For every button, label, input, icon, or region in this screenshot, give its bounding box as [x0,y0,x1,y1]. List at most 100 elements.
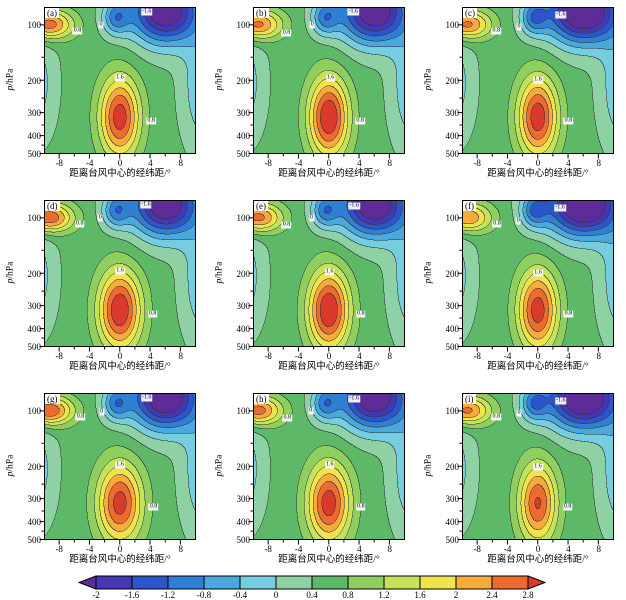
y-axis-label: p/hPa [6,436,17,496]
colorbar-segment [275,575,313,590]
colorbar-tick-label: -2 [92,590,100,600]
contour-label: 1.6 [115,74,125,82]
y-tick-label: 300 [445,108,460,119]
y-tick-label: 400 [445,324,460,335]
panel-a: (a) 100 200 300 400 500 -8 -4 0 4 8 p/hPa 距离台风中心的经纬距… [0,0,208,191]
colorbar-tick-label: 1.6 [414,590,426,600]
y-tick-label: 500 [445,149,460,159]
y-axis-label-unit: /hPa [423,261,434,279]
x-tick-label: 4 [148,158,153,168]
panel-h: (h) 100 200 300 400 500 -8 -4 0 4 8 p/hPa 距离台风中心的经纬距… [209,386,417,577]
y-axis-label-unit: /hPa [5,261,16,279]
contour-label: 0.8 [282,414,292,422]
contour-label: -1.6 [554,204,566,212]
contour-label: 0.8 [563,310,574,318]
panel-e: (e) 100 200 300 400 500 -8 -4 0 4 8 p/hPa 距离台风中心的经纬距… [209,193,417,384]
colorbar-tick-label: 1.2 [378,590,390,600]
x-axis-label: 距离台风中心的经纬距/° [69,169,171,179]
colorbar-tick-label: 2.4 [486,590,498,600]
y-tick-label: 100 [236,19,251,30]
x-tick-label: 0 [117,158,123,168]
x-tick-label: 4 [357,158,362,168]
y-tick-label: 100 [27,212,42,223]
panel-i: (i) 100 200 300 400 500 -8 -4 0 4 8 p/hPa 距离台风中心的经纬距… [418,386,626,577]
contour-label: 0 [98,21,104,29]
y-tick-label: 200 [27,75,42,86]
colorbar-segment [167,575,205,590]
colorbar-tick-label: -0.4 [232,590,248,600]
x-tick-label: 4 [148,544,153,554]
x-tick-label: 0 [117,351,123,361]
colorbar-tick-label: -1.6 [124,590,140,600]
panel-b: (b) 100 200 300 400 500 -8 -4 0 4 8 p/hPa 距离台风中心的经纬距… [209,0,417,191]
x-tick-label: -4 [503,158,512,168]
x-tick-label: -4 [85,544,94,554]
x-axis-label: 距离台风中心的经纬距/° [278,169,380,179]
panel-label: (e) [254,201,268,211]
contour-label: 1.6 [325,461,335,469]
y-axis-label-unit: /hPa [214,261,225,279]
panel-label: (i) [463,394,476,404]
y-tick-label: 400 [27,517,42,528]
contour-label: 0.8 [356,310,366,318]
y-tick-label: 300 [236,301,251,312]
y-tick-label: 400 [27,131,42,142]
contour-label: 1.6 [115,461,125,469]
colorbar-segment [455,575,493,590]
x-tick-label: 0 [117,544,123,554]
contour-label: 0.8 [491,413,501,421]
colorbar: -2 -1.6 -1.2 -0.8 -0.4 0 0.4 0.8 1.2 1.6 2 2.4 2.8 [0,573,626,600]
x-tick-label: 0 [326,351,332,361]
y-axis-label: p/hPa [6,50,17,110]
y-tick-label: 200 [445,461,460,472]
x-axis-label: 距离台风中心的经纬距/° [278,362,380,372]
x-tick-label: 8 [387,158,393,168]
x-axis-label: 距离台风中心的经纬距/° [278,555,380,565]
y-axis-label: p/hPa [424,436,435,496]
colorbar-tick-label: 0 [273,590,279,600]
x-axis-label: 距离台风中心的经纬距/° [487,362,589,372]
contour-plot-canvas [36,200,196,355]
x-tick-label: -8 [55,544,63,554]
y-axis-label-variable: p [214,471,225,477]
colorbar-segment [311,575,349,590]
y-tick-label: 200 [27,268,42,279]
y-axis-label-variable: p [5,471,16,477]
panel-g: (g) 100 200 300 400 500 -8 -4 0 4 8 p/hPa 距离台风中心的经纬距… [0,386,208,577]
x-tick-label: -8 [264,158,272,168]
y-tick-label: 300 [27,301,42,312]
contour-label: -1.6 [140,201,152,209]
x-tick-label: -4 [294,158,303,168]
contour-plot-canvas [454,200,614,355]
y-tick-label: 400 [27,324,42,335]
y-axis-label: p/hPa [6,243,17,303]
x-tick-label: 8 [387,351,393,361]
contour-label: -1.6 [555,397,567,405]
y-tick-label: 400 [236,131,251,142]
contour-plot-canvas [245,7,405,162]
contour-label: 1.6 [325,268,335,276]
y-tick-label: 500 [445,342,460,352]
y-tick-label: 400 [445,517,460,528]
y-axis-label-unit: /hPa [5,454,16,472]
contour-label: 0 [309,214,315,222]
y-tick-label: 400 [236,517,251,528]
x-tick-label: 4 [566,351,571,361]
contour-label: 0 [97,214,103,222]
y-axis-label: p/hPa [424,50,435,110]
y-tick-label: 100 [236,405,251,416]
y-tick-label: 300 [236,494,251,505]
y-tick-label: 500 [27,342,42,352]
colorbar-tick-label: 0.4 [306,590,318,600]
y-tick-label: 500 [445,535,460,545]
colorbar-tick-label: 2.8 [522,590,534,600]
contour-label: 0.8 [75,413,86,421]
contour-label: -1.6 [347,8,360,16]
x-tick-label: -8 [473,158,481,168]
contour-label: 0.8 [562,503,573,511]
x-tick-label: 0 [326,158,332,168]
y-axis-label-variable: p [423,471,434,477]
contour-label: 0.8 [147,310,158,318]
y-tick-label: 500 [236,342,251,352]
